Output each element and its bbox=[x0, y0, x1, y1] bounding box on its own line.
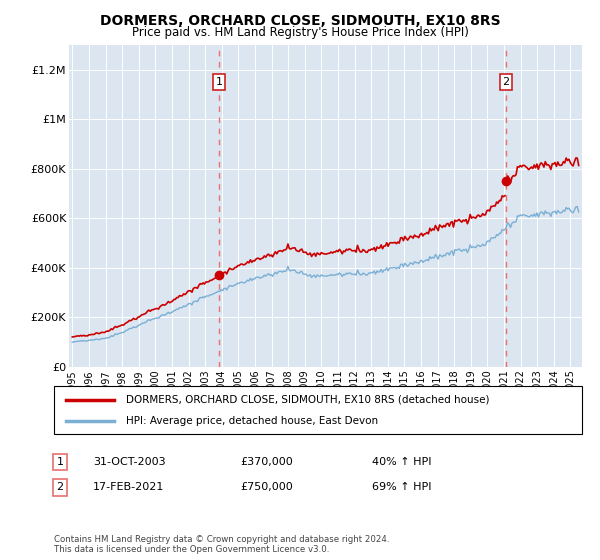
Text: DORMERS, ORCHARD CLOSE, SIDMOUTH, EX10 8RS: DORMERS, ORCHARD CLOSE, SIDMOUTH, EX10 8… bbox=[100, 14, 500, 28]
Text: 69% ↑ HPI: 69% ↑ HPI bbox=[372, 482, 431, 492]
Text: Contains HM Land Registry data © Crown copyright and database right 2024.
This d: Contains HM Land Registry data © Crown c… bbox=[54, 535, 389, 554]
Text: 2: 2 bbox=[56, 482, 64, 492]
Text: 40% ↑ HPI: 40% ↑ HPI bbox=[372, 457, 431, 467]
Text: 2: 2 bbox=[502, 77, 509, 87]
Text: £750,000: £750,000 bbox=[240, 482, 293, 492]
Text: HPI: Average price, detached house, East Devon: HPI: Average price, detached house, East… bbox=[126, 416, 378, 426]
Text: DORMERS, ORCHARD CLOSE, SIDMOUTH, EX10 8RS (detached house): DORMERS, ORCHARD CLOSE, SIDMOUTH, EX10 8… bbox=[126, 395, 490, 405]
Text: Price paid vs. HM Land Registry's House Price Index (HPI): Price paid vs. HM Land Registry's House … bbox=[131, 26, 469, 39]
Text: 31-OCT-2003: 31-OCT-2003 bbox=[93, 457, 166, 467]
Text: 17-FEB-2021: 17-FEB-2021 bbox=[93, 482, 164, 492]
Text: 1: 1 bbox=[56, 457, 64, 467]
Text: £370,000: £370,000 bbox=[240, 457, 293, 467]
Text: 1: 1 bbox=[215, 77, 223, 87]
